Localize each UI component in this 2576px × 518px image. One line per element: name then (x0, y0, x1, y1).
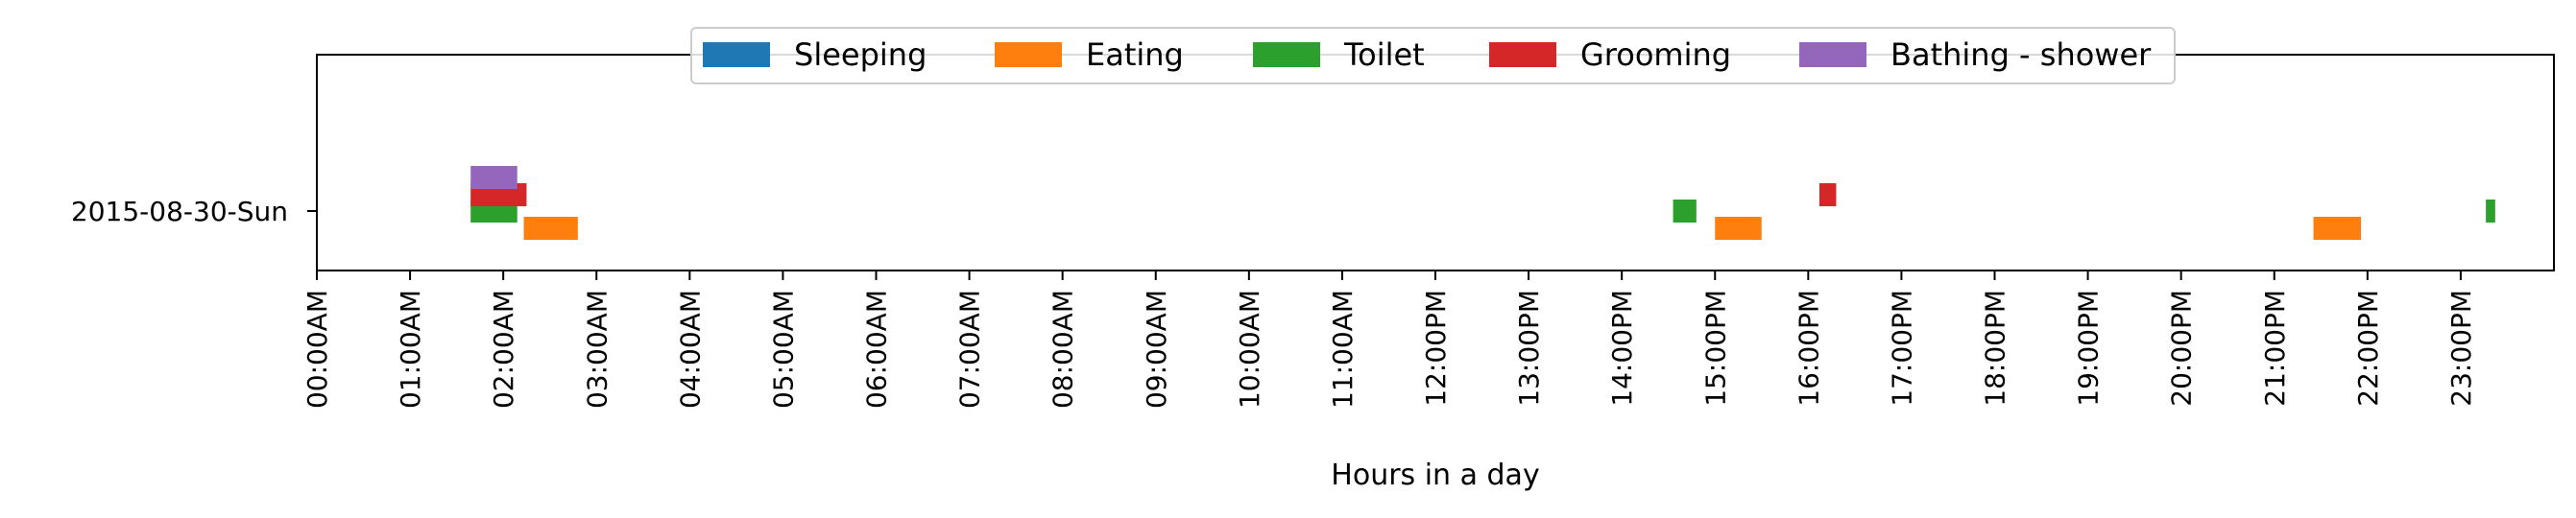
activity-bars (470, 166, 2495, 240)
x-tick-label: 18:00PM (1980, 290, 2011, 407)
x-axis: 00:00AM 01:00AM 02:00AM 03:00AM 04:00AM 05:00… (301, 271, 2477, 409)
x-tick-label: 09:00AM (1141, 290, 1172, 409)
legend-swatch-eating (995, 42, 1062, 67)
y-axis: 2015-08-30-Sun (71, 196, 317, 227)
x-tick-label: 23:00PM (2445, 290, 2477, 407)
legend-swatch-grooming (1489, 42, 1556, 67)
x-tick-label: 13:00PM (1513, 290, 1545, 407)
legend-label-sleeping: Sleeping (794, 36, 927, 73)
x-tick-label: 00:00AM (301, 290, 333, 409)
bar-toilet-2 (2486, 200, 2495, 223)
x-tick-label: 20:00PM (2166, 290, 2198, 407)
x-axis-title: Hours in a day (1331, 459, 1539, 492)
legend-box (690, 27, 2176, 84)
x-tick-label: 14:00PM (1606, 290, 1638, 407)
x-tick-label: 08:00AM (1047, 290, 1079, 409)
legend-label-eating: Eating (1086, 36, 1184, 73)
legend-label-bathing-shower: Bathing - shower (1890, 36, 2152, 73)
legend-swatch-toilet (1253, 42, 1320, 67)
x-tick-label: 05:00AM (767, 290, 799, 409)
bar-eating-3 (2313, 217, 2362, 240)
x-tick-label: 17:00PM (1886, 290, 1917, 407)
legend-label-toilet: Toilet (1343, 36, 1425, 73)
x-tick-label: 04:00AM (674, 290, 706, 409)
x-tick-label: 11:00AM (1327, 290, 1359, 409)
legend-swatch-sleeping (703, 42, 770, 67)
x-tick-label: 03:00AM (581, 290, 613, 409)
x-tick-label: 21:00PM (2259, 290, 2291, 407)
x-tick-label: 19:00PM (2073, 290, 2105, 407)
x-tick-label: 10:00AM (1234, 290, 1265, 409)
bar-grooming-1 (1818, 183, 1837, 206)
legend-label-grooming: Grooming (1580, 36, 1731, 73)
bar-eating-0 (523, 217, 578, 240)
x-tick-label: 12:00PM (1420, 290, 1452, 407)
y-tick-label: 2015-08-30-Sun (71, 196, 288, 227)
bar-toilet-1 (1673, 200, 1697, 223)
x-tick-label: 02:00AM (488, 290, 519, 409)
x-tick-label: 01:00AM (395, 290, 426, 409)
x-tick-label: 15:00PM (1699, 290, 1731, 407)
x-tick-label: 07:00AM (954, 290, 986, 409)
legend: Sleeping Eating Toilet Grooming Bathing - sh… (690, 27, 2176, 84)
x-tick-label: 22:00PM (2352, 290, 2384, 407)
bar-eating-2 (1740, 217, 1762, 240)
x-tick-label: 06:00AM (861, 290, 893, 409)
x-tick-label: 16:00PM (1793, 290, 1824, 407)
legend-swatch-bathing-shower (1799, 42, 1866, 67)
bar-bathing-shower-0 (470, 166, 518, 189)
